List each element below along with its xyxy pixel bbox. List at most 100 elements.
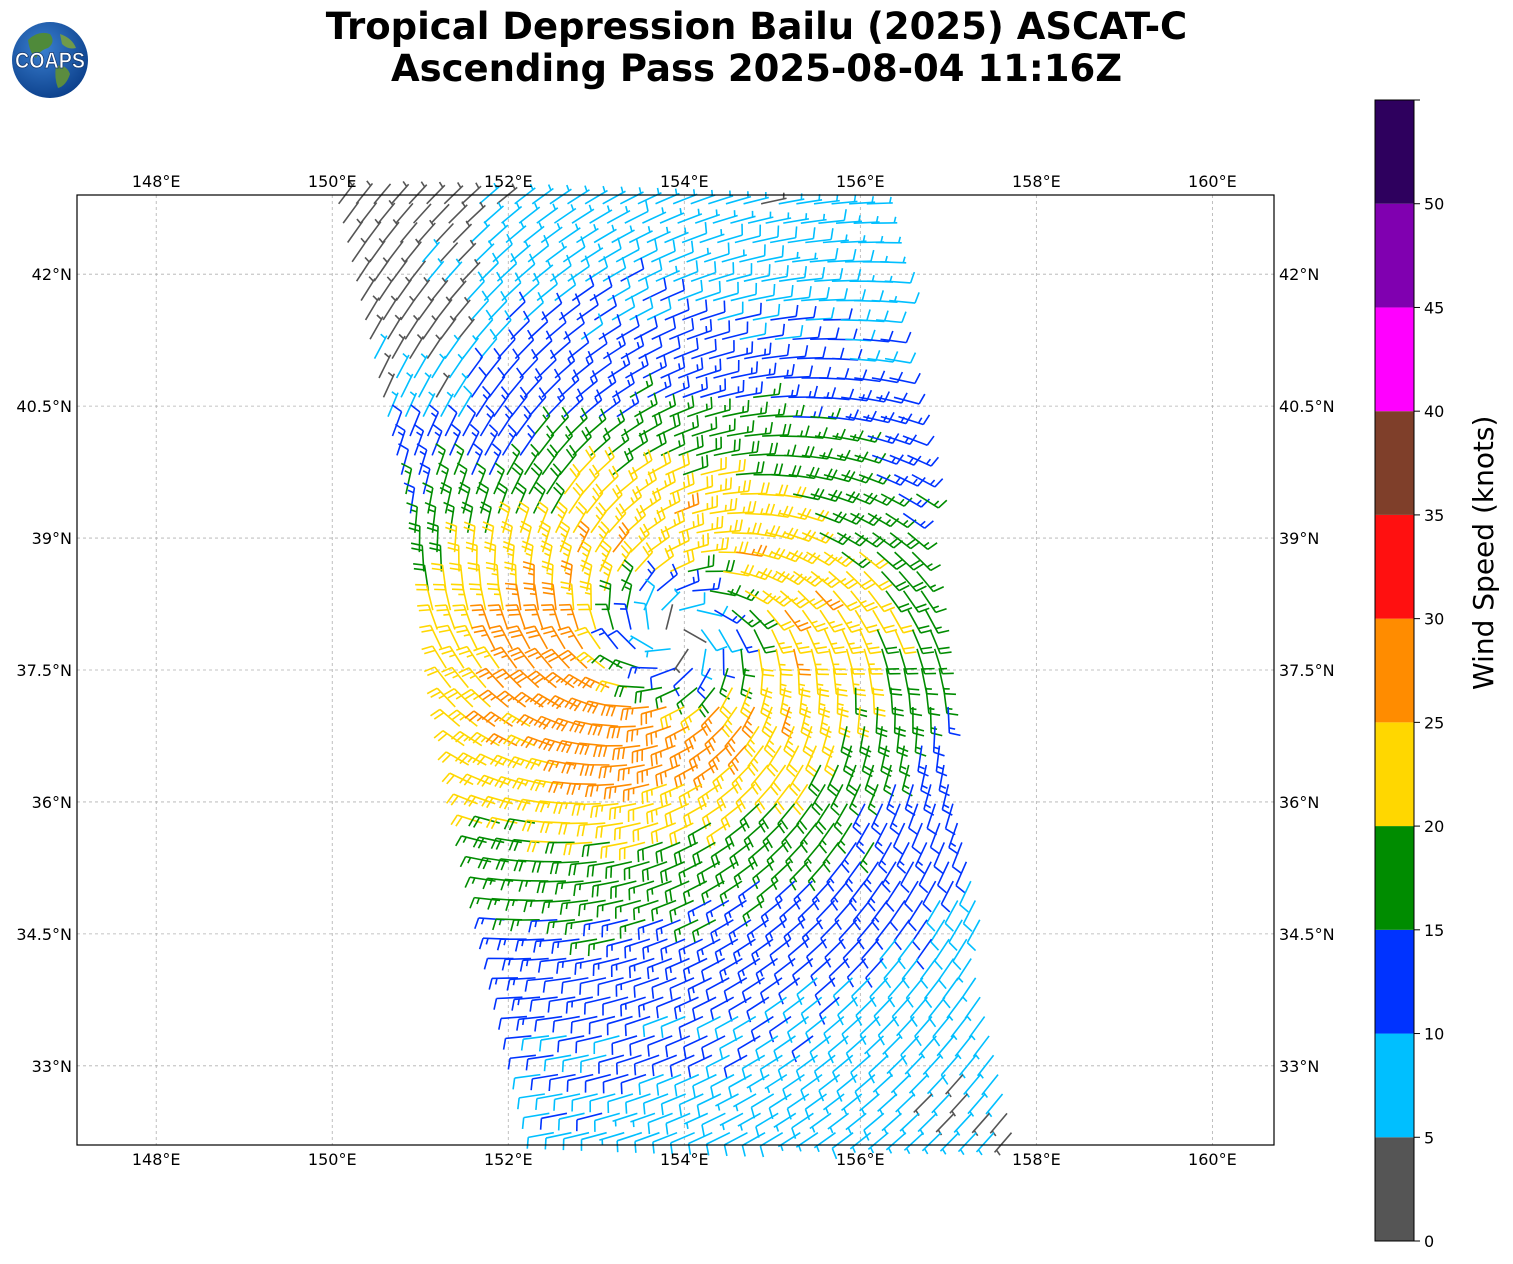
- wind-barb: [406, 502, 419, 533]
- wind-barb: [797, 668, 811, 698]
- wind-barb: [426, 521, 439, 553]
- wind-barb: [917, 1112, 938, 1136]
- colorbar-tick-label: 35: [1424, 506, 1444, 525]
- wind-barb: [894, 629, 917, 655]
- wind-barb: [647, 1035, 673, 1057]
- wind-barb: [429, 542, 443, 572]
- wind-barb: [863, 570, 893, 591]
- wind-barb: [682, 299, 708, 321]
- wind-barb: [557, 626, 584, 650]
- wind-barb: [523, 222, 545, 244]
- wind-barb: [560, 977, 589, 994]
- wind-barb: [576, 603, 597, 630]
- wind-barb: [713, 359, 740, 379]
- wind-barb: [546, 463, 562, 495]
- wind-barb: [728, 996, 752, 1022]
- wind-barb: [774, 251, 801, 263]
- wind-barb: [683, 1112, 709, 1130]
- wind-barb: [641, 861, 668, 882]
- wind-barb: [899, 1112, 920, 1135]
- lat-tick-left: 36°N: [32, 793, 72, 812]
- wind-barb: [634, 392, 658, 418]
- wind-barb: [598, 465, 619, 495]
- wind-barb: [651, 316, 677, 340]
- wind-barb: [719, 1035, 744, 1060]
- wind-barb: [746, 919, 770, 946]
- wind-barb: [710, 841, 734, 868]
- wind-barb: [470, 604, 491, 630]
- wind-barb: [612, 744, 641, 761]
- wind-barb: [517, 501, 530, 534]
- wind-barb: [487, 221, 509, 244]
- wind-barb: [800, 996, 823, 1025]
- wind-barb: [744, 421, 774, 437]
- wind-barb: [746, 996, 770, 1023]
- wind-barb: [404, 314, 421, 340]
- wind-barb: [564, 919, 593, 935]
- wind-barb: [849, 1132, 872, 1153]
- wind-barb: [646, 880, 672, 902]
- wind-barb: [504, 561, 518, 591]
- wind-barb: [719, 957, 743, 983]
- wind-barb: [845, 329, 876, 342]
- wind-barb: [844, 861, 862, 893]
- gridlines: [77, 195, 1274, 1145]
- wind-barb: [789, 764, 804, 797]
- wind-barbs: [338, 180, 1013, 1160]
- wind-barb: [737, 957, 761, 984]
- wind-barb: [581, 841, 610, 858]
- wind-barb: [660, 938, 686, 961]
- wind-barb: [408, 181, 428, 205]
- wind-barb: [583, 996, 611, 1015]
- wind-barb: [598, 237, 622, 263]
- wind-barb: [701, 957, 726, 983]
- wind-barb: [651, 899, 677, 922]
- wind-barb: [590, 502, 607, 534]
- wind-barb: [576, 293, 599, 321]
- wind-barb: [746, 1073, 770, 1093]
- wind-barb: [439, 315, 457, 340]
- wind-barb: [496, 938, 527, 951]
- wind-barb: [355, 256, 372, 282]
- wind-barb: [669, 977, 695, 1000]
- wind-barb: [809, 248, 839, 263]
- wind-barb: [701, 1112, 726, 1137]
- wind-barb: [417, 219, 436, 244]
- wind-barb: [656, 489, 681, 515]
- wind-barb: [444, 404, 458, 437]
- wind-barb: [926, 1074, 946, 1098]
- wind-barb: [549, 184, 572, 205]
- wind-barb: [911, 822, 923, 855]
- wind-barb: [800, 1073, 823, 1101]
- lat-tick-right: 42°N: [1279, 265, 1319, 284]
- wind-barb: [948, 919, 963, 951]
- wind-barb: [544, 841, 575, 854]
- wind-barb: [835, 215, 863, 224]
- wind-barb: [577, 520, 590, 553]
- wind-barb: [768, 1015, 792, 1043]
- wind-barb: [778, 977, 801, 1005]
- wind-barb: [700, 629, 728, 652]
- lon-tick-bottom: 150°E: [308, 1150, 357, 1169]
- wind-barb: [784, 609, 812, 632]
- lat-tick-left: 37.5°N: [16, 661, 72, 680]
- wind-barb: [510, 310, 530, 340]
- wind-barb: [484, 541, 497, 572]
- wind-barb: [660, 706, 685, 730]
- wind-barb: [580, 313, 604, 340]
- wind-barb: [985, 1093, 1004, 1118]
- wind-barb: [820, 919, 840, 949]
- wind-barb: [642, 1015, 669, 1038]
- wind-barb: [594, 371, 617, 398]
- wind-barb: [705, 977, 730, 1002]
- wind-barb: [737, 1112, 761, 1131]
- wind-barb: [391, 257, 408, 282]
- wind-barb: [739, 322, 767, 341]
- wind-barb: [395, 276, 413, 302]
- wind-barb: [698, 687, 716, 718]
- wind-barb: [476, 481, 490, 514]
- wind-barb: [785, 745, 800, 778]
- lon-tick-top: 152°E: [484, 172, 533, 191]
- wind-barb: [887, 977, 906, 1008]
- wind-barb: [520, 1035, 550, 1051]
